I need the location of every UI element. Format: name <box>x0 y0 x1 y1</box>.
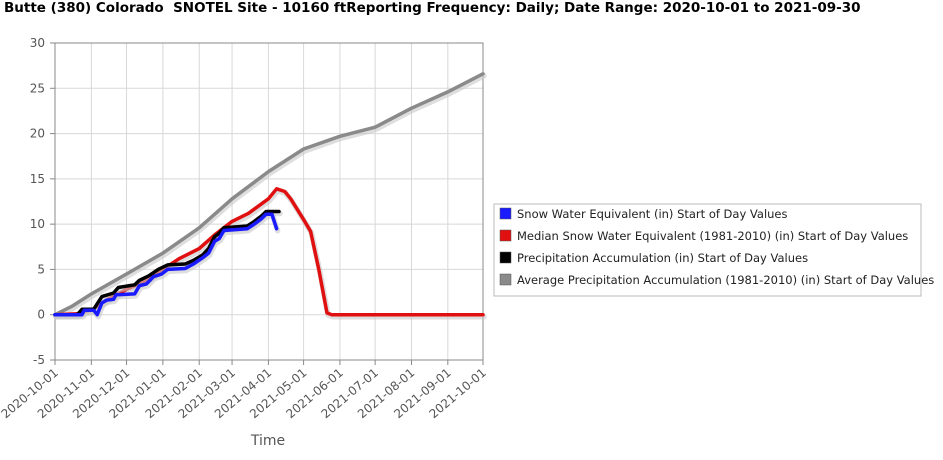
chart-title: Butte (380) Colorado SNOTEL Site - 10160… <box>4 0 861 16</box>
y-tick-label: 30 <box>30 36 45 50</box>
series-line-3 <box>53 72 485 317</box>
y-tick-label: 10 <box>30 217 45 231</box>
legend-label: Snow Water Equivalent (in) Start of Day … <box>517 207 788 221</box>
y-tick-label: 20 <box>30 127 45 141</box>
legend: Snow Water Equivalent (in) Start of Day … <box>493 203 934 297</box>
y-tick-labels: -5 0 5 10 15 20 25 30 <box>30 36 45 367</box>
series-line-0 <box>53 212 279 317</box>
x-tick-labels: 2020-10-012020-11-012020-12-012021-01-01… <box>0 366 489 422</box>
legend-label: Median Snow Water Equivalent (1981-2010)… <box>517 229 908 243</box>
series-line-shadow <box>53 73 487 320</box>
y-tick-label: -5 <box>33 353 45 367</box>
y-tick-label: 25 <box>30 81 45 95</box>
legend-swatch[interactable] <box>499 229 512 242</box>
legend-swatch[interactable] <box>499 273 512 286</box>
legend-swatch[interactable] <box>499 251 512 264</box>
series-layer <box>53 72 487 320</box>
legend-label: Average Precipitation Accumulation (1981… <box>517 273 934 287</box>
y-tick-label: 5 <box>37 262 45 276</box>
legend-label: Precipitation Accumulation (in) Start of… <box>517 251 808 265</box>
y-tick-label: 0 <box>37 308 45 322</box>
series-line-2 <box>53 209 281 317</box>
legend-swatch[interactable] <box>499 207 512 220</box>
x-axis-title: Time <box>250 433 285 449</box>
y-tick-label: 15 <box>30 172 45 186</box>
legend-box <box>493 203 922 297</box>
plot-frame <box>54 42 484 361</box>
